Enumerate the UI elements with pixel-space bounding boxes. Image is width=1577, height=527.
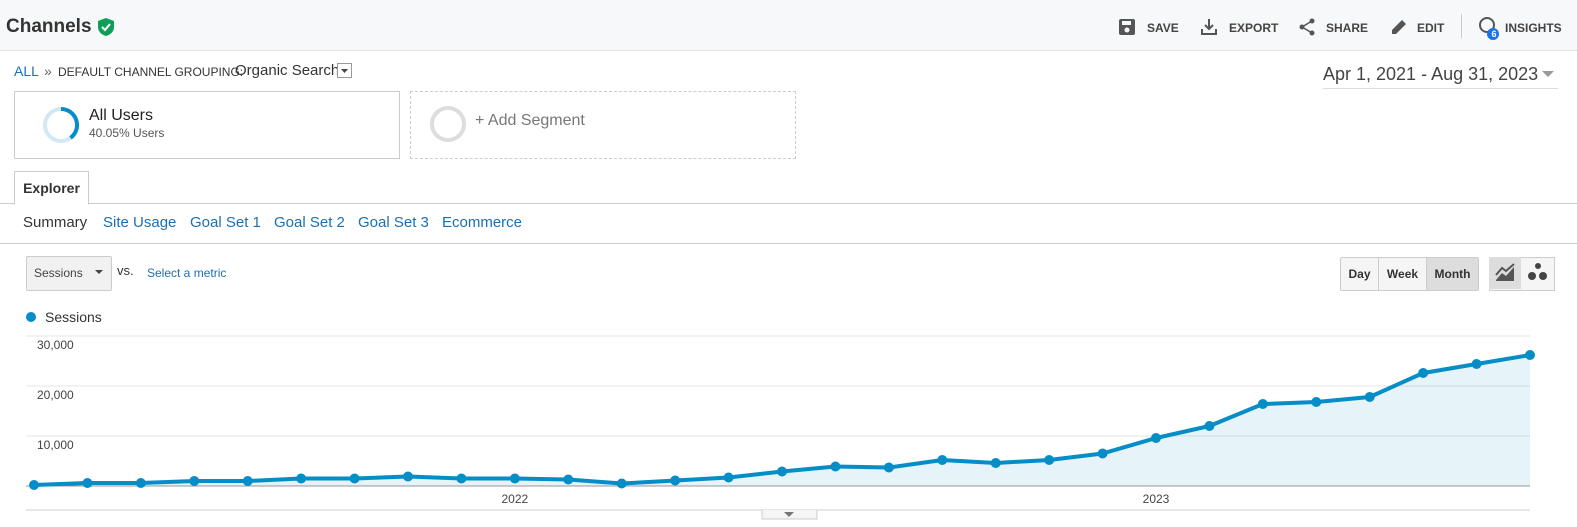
- segment-card[interactable]: [14, 91, 400, 159]
- data-point: [830, 461, 841, 472]
- breadcrumb-dimension: DEFAULT CHANNEL GROUPING:: [58, 65, 244, 79]
- verified-icon: [98, 18, 114, 36]
- save-icon[interactable]: [1118, 18, 1136, 36]
- vs-label: vs.: [117, 263, 134, 278]
- data-point: [403, 471, 413, 482]
- data-point: [1525, 350, 1535, 360]
- data-point: [456, 473, 467, 484]
- page-title: Channels: [6, 16, 92, 37]
- data-point: [883, 462, 894, 473]
- data-point: [990, 458, 1001, 468]
- subtab[interactable]: Site Usage: [103, 214, 177, 231]
- legend-swatch: [26, 312, 36, 322]
- metric-dropdown[interactable]: [26, 256, 112, 291]
- subtab[interactable]: Goal Set 2: [274, 214, 345, 231]
- segment-name: All Users: [89, 107, 154, 124]
- header-bar: [0, 0, 1577, 51]
- data-point: [82, 478, 93, 488]
- subtab[interactable]: Ecommerce: [442, 214, 523, 231]
- tab-rule: [0, 203, 1577, 204]
- data-point: [670, 475, 681, 486]
- data-point: [1257, 399, 1268, 409]
- line-chart-button[interactable]: [1489, 257, 1521, 289]
- separator: [1461, 14, 1462, 38]
- breadcrumb-separator: »: [44, 63, 52, 79]
- data-point: [1044, 455, 1055, 465]
- subtab[interactable]: Goal Set 3: [358, 214, 429, 231]
- select-metric[interactable]: Select a metric: [147, 266, 227, 280]
- insights-button[interactable]: INSIGHTS: [1505, 21, 1562, 35]
- add-segment-circle: [430, 106, 466, 142]
- dimension-dropdown[interactable]: [337, 63, 352, 78]
- insights-icon[interactable]: [1477, 16, 1501, 42]
- y-tick-label: 20,000: [37, 388, 74, 402]
- add-segment[interactable]: + Add Segment: [475, 112, 585, 129]
- data-point: [777, 466, 787, 477]
- share-button[interactable]: SHARE: [1326, 21, 1369, 35]
- collapse-arrow[interactable]: [784, 512, 794, 517]
- share-icon[interactable]: [1298, 18, 1316, 36]
- data-point: [296, 473, 307, 484]
- save-button[interactable]: SAVE: [1147, 21, 1179, 35]
- explorer-tab[interactable]: Explorer: [14, 171, 89, 205]
- x-tick-label: 2022: [502, 492, 529, 506]
- edit-icon[interactable]: [1390, 18, 1408, 36]
- breadcrumb-root[interactable]: ALL: [14, 63, 39, 79]
- data-point: [189, 476, 200, 486]
- add-segment-card[interactable]: [410, 91, 796, 159]
- week-button[interactable]: Week: [1378, 257, 1427, 291]
- metric-arrow[interactable]: [94, 269, 104, 275]
- day-button[interactable]: Day: [1340, 257, 1379, 291]
- data-point: [135, 478, 146, 488]
- subtab[interactable]: Goal Set 1: [190, 214, 261, 231]
- subtab-active[interactable]: Summary: [23, 214, 88, 231]
- data-point: [1151, 433, 1161, 443]
- data-point: [937, 455, 948, 465]
- data-point: [1311, 397, 1322, 407]
- breadcrumb-value: Organic Search: [235, 62, 340, 79]
- segment-detail: 40.05% Users: [89, 126, 165, 140]
- data-point: [29, 480, 39, 490]
- y-tick-label: 10,000: [37, 438, 74, 452]
- export-button[interactable]: EXPORT: [1229, 21, 1279, 35]
- data-point: [563, 474, 574, 485]
- area: [34, 355, 1530, 486]
- data-point: [509, 473, 520, 484]
- data-point: [1097, 448, 1108, 459]
- chart: Sessions 10,000 20,000 30,000 2022 2023: [26, 309, 1535, 520]
- x-tick-label: 2023: [1143, 492, 1170, 506]
- data-point: [1471, 359, 1482, 369]
- metric-name[interactable]: Sessions: [34, 266, 83, 280]
- export-icon[interactable]: [1200, 18, 1218, 36]
- line-chart-icon[interactable]: [1495, 263, 1515, 283]
- month-button[interactable]: Month: [1426, 257, 1479, 291]
- data-point: [723, 472, 734, 483]
- data-point: [242, 476, 253, 486]
- segment-donut: [43, 106, 80, 143]
- data-point: [616, 478, 627, 489]
- legend-label: Sessions: [45, 309, 102, 325]
- edit-button[interactable]: EDIT: [1417, 21, 1445, 35]
- data-point: [1418, 368, 1429, 378]
- data-point: [1204, 421, 1215, 431]
- data-point: [1364, 392, 1375, 402]
- y-tick-label: 30,000: [37, 338, 74, 352]
- date-range-picker[interactable]: Apr 1, 2021 - Aug 31, 2023: [1323, 64, 1558, 89]
- data-point: [349, 473, 360, 484]
- motion-chart-icon[interactable]: [1527, 262, 1547, 282]
- subtab-rule: [0, 243, 1577, 244]
- insights-badge: 6: [1491, 29, 1497, 39]
- date-dropdown-arrow[interactable]: [1541, 69, 1555, 79]
